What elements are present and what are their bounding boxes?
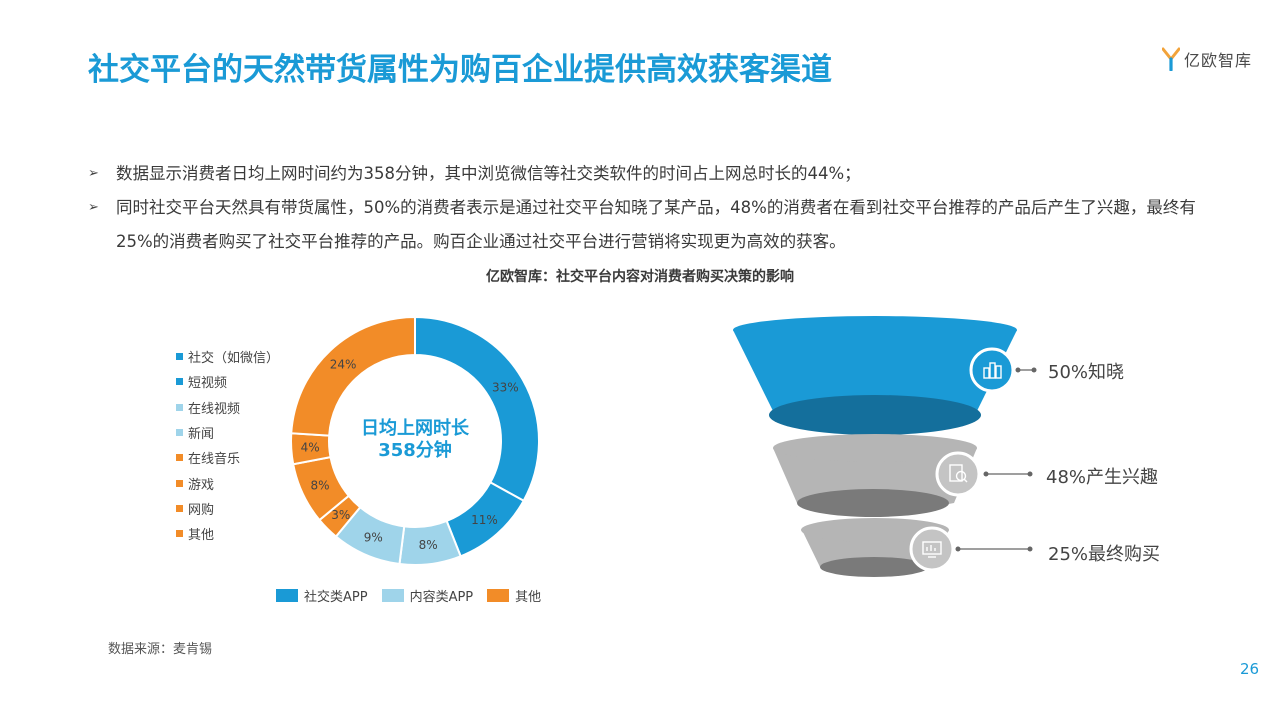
legend-item: 社交（如微信）: [176, 344, 279, 369]
legend-item: 短视频: [176, 369, 279, 394]
legend-swatch: [176, 504, 183, 512]
group-legend-swatch: [381, 589, 404, 602]
bullet-list: ➢ 数据显示消费者日均上网时间约为358分钟，其中浏览微信等社交类软件的时间占上…: [88, 157, 1208, 259]
legend-swatch: [176, 403, 183, 411]
legend-label: 网购: [188, 502, 215, 518]
donut-slice: [414, 315, 540, 503]
bullet-item: ➢ 同时社交平台天然具有带货属性，50%的消费者表示是通过社交平台知晓了某产品，…: [88, 191, 1208, 259]
brand-logo: 亿欧智库: [1162, 46, 1252, 72]
legend-swatch: [176, 479, 183, 487]
donut-slice-label: 24%: [330, 357, 357, 371]
chart-title: 亿欧智库：社交平台内容对消费者购买决策的影响: [486, 269, 794, 285]
donut-slice: [290, 315, 416, 437]
legend-label: 在线音乐: [188, 452, 241, 468]
data-source: 数据来源：麦肯锡: [108, 642, 213, 657]
legend-swatch: [176, 378, 183, 386]
donut-center-line-2: 358分钟: [378, 440, 452, 461]
bullet-text: 同时社交平台天然具有带货属性，50%的消费者表示是通过社交平台知晓了某产品，48…: [116, 198, 1196, 251]
donut-slice-label: 4%: [301, 441, 320, 455]
donut-slice-label: 33%: [492, 381, 519, 395]
group-legend-swatch: [276, 589, 298, 602]
logo-mark-icon: [1162, 47, 1180, 71]
legend-item: 其他: [176, 521, 279, 546]
bullet-marker: ➢: [88, 200, 99, 215]
funnel-stage-label: 48%产生兴趣: [1046, 467, 1159, 488]
group-legend-item: 社交类APP: [276, 586, 368, 605]
legend-swatch: [176, 429, 183, 437]
page-number: 26: [1240, 660, 1260, 678]
page-title: 社交平台的天然带货属性为购百企业提供高效获客渠道: [88, 52, 832, 88]
donut-slice-label: 8%: [419, 538, 438, 552]
donut-slice-label: 8%: [310, 479, 329, 493]
legend-swatch: [176, 530, 183, 538]
legend-label: 在线视频: [188, 401, 241, 417]
legend-label: 游戏: [188, 477, 215, 493]
bullet-text: 数据显示消费者日均上网时间约为358分钟，其中浏览微信等社交类软件的时间占上网总…: [116, 164, 861, 183]
group-legend-item: 其他: [487, 586, 541, 605]
legend-item: 在线视频: [176, 395, 279, 420]
group-legend: 社交类APP 内容类APP 其他: [276, 586, 555, 605]
bullet-item: ➢ 数据显示消费者日均上网时间约为358分钟，其中浏览微信等社交类软件的时间占上…: [88, 157, 1208, 191]
legend-swatch: [176, 454, 183, 462]
legend-label: 新闻: [188, 427, 215, 443]
legend-swatch: [176, 353, 183, 361]
funnel-stage-label: 50%知晓: [1048, 362, 1125, 383]
donut-slice-label: 9%: [364, 530, 383, 544]
group-legend-label: 社交类APP: [304, 590, 368, 605]
donut-slice-label: 3%: [331, 508, 350, 522]
group-legend-label: 其他: [515, 590, 542, 605]
group-legend-item: 内容类APP: [381, 586, 474, 605]
group-legend-label: 内容类APP: [409, 590, 474, 605]
legend-label: 短视频: [188, 376, 228, 392]
legend-item: 游戏: [176, 470, 279, 495]
legend-label: 社交（如微信）: [188, 351, 280, 367]
group-legend-swatch: [487, 589, 510, 602]
donut-center-line-1: 日均上网时长: [361, 418, 469, 439]
donut-legend: 社交（如微信） 短视频 在线视频 新闻 在线音乐 游戏 网购 其他: [176, 344, 279, 546]
bullet-marker: ➢: [88, 166, 99, 181]
logo-text: 亿欧智库: [1184, 51, 1253, 70]
legend-item: 新闻: [176, 420, 279, 445]
donut-slice-label: 11%: [471, 513, 498, 527]
donut-center-label: 日均上网时长 358分钟: [335, 418, 495, 462]
legend-item: 网购: [176, 496, 279, 521]
legend-item: 在线音乐: [176, 445, 279, 470]
funnel-stage-label: 25%最终购买: [1048, 544, 1161, 565]
legend-label: 其他: [188, 528, 215, 544]
